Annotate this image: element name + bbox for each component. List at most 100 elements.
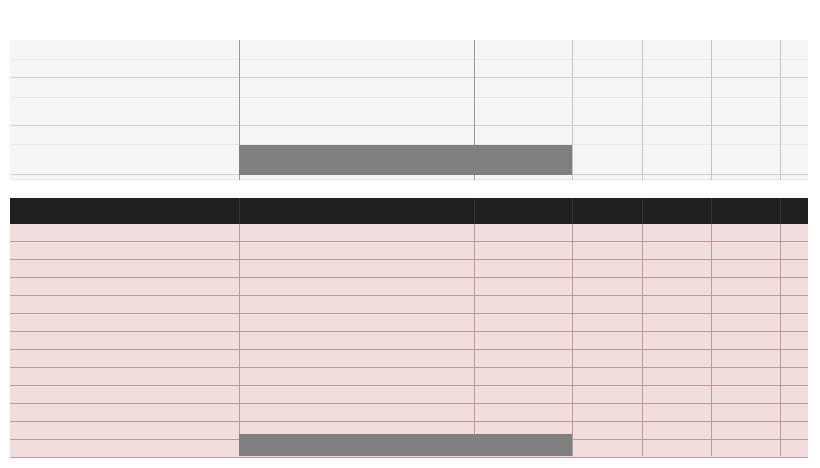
upper-table-cell[interactable] [711,98,780,125]
lower-table-cell[interactable] [572,350,642,367]
lower-table-cell[interactable] [711,386,780,403]
lower-table-cell[interactable] [642,260,711,277]
lower-table-cell[interactable] [239,386,474,403]
lower-header-cell[interactable] [10,198,239,224]
upper-table-row[interactable] [10,175,808,180]
upper-table-cell[interactable] [711,78,780,97]
lower-table-cell[interactable] [642,404,711,421]
lower-table-cell[interactable] [780,368,808,385]
lower-table-cell[interactable] [711,368,780,385]
upper-table-cell[interactable] [10,145,239,174]
upper-table-row[interactable] [10,40,808,60]
lower-table-cell[interactable] [642,278,711,295]
lower-header-cell[interactable] [239,198,474,224]
lower-table-cell[interactable] [239,368,474,385]
upper-table-cell[interactable] [239,78,474,97]
upper-table-cell[interactable] [780,98,808,125]
lower-table-cell[interactable] [711,332,780,349]
lower-table-cell[interactable] [711,350,780,367]
lower-table-cell[interactable] [10,242,239,259]
lower-table-cell[interactable] [10,224,239,241]
lower-table-cell[interactable] [780,350,808,367]
upper-table-row[interactable] [10,98,808,126]
upper-table-cell[interactable] [711,175,780,179]
lower-selection-bar[interactable] [239,434,572,456]
upper-table-cell[interactable] [642,60,711,77]
lower-table-cell[interactable] [239,350,474,367]
lower-table-cell[interactable] [642,314,711,331]
lower-table-cell[interactable] [780,242,808,259]
lower-table-cell[interactable] [239,278,474,295]
upper-table-cell[interactable] [572,40,642,59]
lower-table-row[interactable] [10,224,808,242]
upper-table-cell[interactable] [642,175,711,179]
lower-header-cell[interactable] [572,198,642,224]
lower-table-cell[interactable] [474,296,572,313]
lower-table-cell[interactable] [572,260,642,277]
upper-table-cell[interactable] [642,145,711,174]
lower-table-cell[interactable] [239,296,474,313]
lower-table-cell[interactable] [642,296,711,313]
upper-table-cell[interactable] [10,60,239,77]
lower-table-row[interactable] [10,368,808,386]
lower-table-cell[interactable] [642,368,711,385]
lower-table-cell[interactable] [239,314,474,331]
upper-table-cell[interactable] [10,175,239,179]
upper-table-cell[interactable] [474,175,572,179]
lower-table-cell[interactable] [780,386,808,403]
upper-table-cell[interactable] [10,98,239,125]
upper-table-cell[interactable] [572,78,642,97]
lower-table-row[interactable] [10,350,808,368]
lower-table-cell[interactable] [642,350,711,367]
lower-table-cell[interactable] [10,332,239,349]
lower-table-row[interactable] [10,386,808,404]
upper-table-cell[interactable] [572,126,642,144]
lower-table-cell[interactable] [10,386,239,403]
lower-table-row[interactable] [10,314,808,332]
lower-table-cell[interactable] [572,332,642,349]
lower-table-cell[interactable] [711,278,780,295]
lower-table-cell[interactable] [780,278,808,295]
lower-table-cell[interactable] [572,314,642,331]
upper-table-cell[interactable] [780,60,808,77]
upper-selection-bar[interactable] [239,145,572,175]
lower-table-cell[interactable] [711,314,780,331]
upper-table-cell[interactable] [711,145,780,174]
lower-table-cell[interactable] [474,350,572,367]
lower-table-cell[interactable] [10,314,239,331]
lower-table-cell[interactable] [780,422,808,439]
lower-table-cell[interactable] [572,440,642,457]
lower-table-row[interactable] [10,260,808,278]
upper-table-cell[interactable] [711,126,780,144]
upper-table-cell[interactable] [474,60,572,77]
lower-table-cell[interactable] [780,296,808,313]
lower-table-row[interactable] [10,278,808,296]
lower-table-row[interactable] [10,332,808,350]
upper-table-cell[interactable] [239,40,474,59]
upper-table-cell[interactable] [780,78,808,97]
upper-table-cell[interactable] [239,60,474,77]
lower-table-cell[interactable] [474,242,572,259]
lower-table-cell[interactable] [780,314,808,331]
lower-table-cell[interactable] [474,224,572,241]
lower-header-cell[interactable] [642,198,711,224]
lower-table-cell[interactable] [642,242,711,259]
lower-table-cell[interactable] [239,242,474,259]
lower-table-cell[interactable] [239,224,474,241]
upper-table-row[interactable] [10,78,808,98]
upper-table-cell[interactable] [780,175,808,179]
lower-table-cell[interactable] [239,332,474,349]
lower-table-cell[interactable] [780,404,808,421]
lower-table-cell[interactable] [642,224,711,241]
lower-table-cell[interactable] [780,332,808,349]
lower-table-cell[interactable] [572,242,642,259]
upper-table-cell[interactable] [239,98,474,125]
lower-table-cell[interactable] [474,386,572,403]
lower-table-cell[interactable] [10,350,239,367]
upper-table-cell[interactable] [780,40,808,59]
lower-table-cell[interactable] [711,242,780,259]
upper-grid[interactable] [10,40,808,180]
lower-table-cell[interactable] [711,440,780,457]
lower-table-cell[interactable] [572,224,642,241]
upper-table-cell[interactable] [780,126,808,144]
